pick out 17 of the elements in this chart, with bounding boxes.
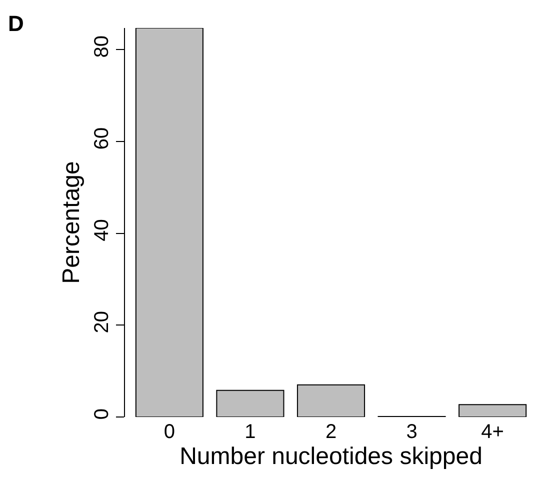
x-tick-label: 2 — [325, 421, 337, 443]
text: D — [8, 11, 24, 36]
x-tick-label: 4+ — [481, 421, 504, 443]
y-tick-label: 60 — [91, 127, 113, 150]
x-tick-label: 1 — [244, 421, 256, 443]
y-tick-label: 20 — [91, 311, 113, 334]
x-axis-title: Number nucleotides skipped — [180, 443, 482, 470]
y-tick-label: 40 — [91, 219, 113, 242]
x-tick-label: 3 — [406, 421, 418, 443]
bar — [216, 390, 284, 417]
bar — [135, 28, 204, 417]
x-tick-label: 0 — [164, 421, 175, 443]
y-tick-label: 0 — [91, 408, 113, 420]
bar — [458, 404, 527, 417]
y-axis-title: Percentage — [58, 161, 86, 284]
bar — [296, 384, 366, 417]
y-tick-label: 80 — [91, 35, 113, 58]
